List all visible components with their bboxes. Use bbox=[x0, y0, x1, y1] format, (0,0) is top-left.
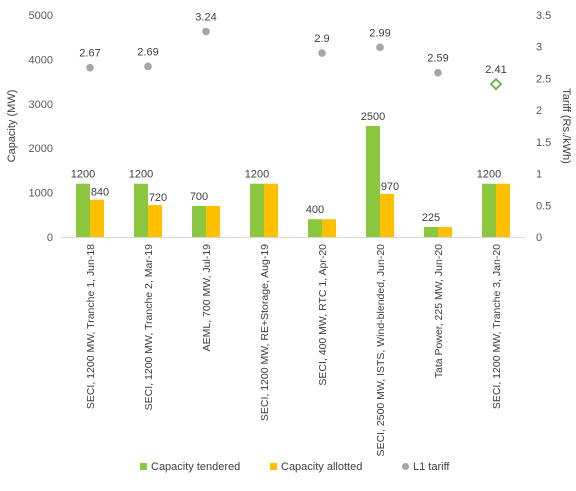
bar-value-label: 1200 bbox=[245, 169, 269, 181]
legend-swatch bbox=[402, 463, 409, 470]
y-tick-label: 3000 bbox=[29, 99, 53, 111]
x-category-label: SECI, 1200 MW, Tranche 2, Mar-19 bbox=[143, 244, 155, 410]
bar-tendered bbox=[482, 183, 496, 237]
y2-tick-label: 3 bbox=[536, 42, 542, 54]
bar-tendered bbox=[366, 126, 380, 237]
bar-allotted bbox=[90, 199, 104, 237]
x-category-label: SECI, 1200 MW, Tranche 1, Jun-18 bbox=[85, 244, 97, 409]
bar-value-label: 840 bbox=[91, 187, 109, 199]
tariff-value-label: 2.59 bbox=[427, 53, 448, 65]
legend-item-capacity-tendered: Capacity tendered bbox=[140, 461, 240, 473]
bar-allotted bbox=[206, 205, 220, 237]
y-axis-ticks: 0 1000 2000 3000 4000 5000 bbox=[29, 10, 53, 244]
bar-value-label: 1200 bbox=[71, 169, 95, 181]
tariff-value-label: 2.67 bbox=[79, 48, 100, 60]
y2-tick-label: 0.5 bbox=[536, 200, 551, 212]
tariff-point bbox=[434, 68, 442, 77]
tariff-value-label: 2.99 bbox=[369, 27, 390, 39]
x-category-label: SECI, 400 MW, RTC 1, Apr-20 bbox=[317, 244, 329, 386]
legend-swatch bbox=[270, 463, 277, 470]
legend-label: Capacity allotted bbox=[281, 461, 362, 473]
bars-layer: 1200 840 1200 720 700 1200 400 2500 970 225 1200 bbox=[71, 111, 510, 237]
y2-tick-label: 1 bbox=[536, 169, 542, 181]
y2-tick-label: 2 bbox=[536, 105, 542, 117]
tariff-point bbox=[376, 43, 384, 52]
y-axis-title: Capacity (MW) bbox=[6, 90, 18, 163]
points-layer: 2.67 2.69 3.24 2.9 2.99 2.59 2.41 bbox=[79, 11, 507, 91]
bar-value-label: 1200 bbox=[477, 169, 501, 181]
bar-tendered bbox=[250, 183, 264, 237]
y-tick-label: 2000 bbox=[29, 143, 53, 155]
x-category-label: SECI, 2500 MW, ISTS, Wind-blended, Jun-2… bbox=[375, 244, 387, 457]
legend-label: Capacity tendered bbox=[151, 461, 240, 473]
tariff-value-label: 2.69 bbox=[137, 46, 158, 58]
bar-value-label: 970 bbox=[381, 181, 399, 193]
y2-axis-ticks: 0 0.5 1 1.5 2 2.5 3 3.5 bbox=[536, 10, 551, 244]
x-category-label: SECI, 1200 MW, Tranche 3, Jan-20 bbox=[491, 244, 503, 409]
bar-allotted bbox=[438, 227, 452, 237]
y2-axis-title: Tariff (Rs./kWh) bbox=[560, 88, 572, 164]
bar-allotted bbox=[322, 219, 336, 237]
bar-value-label: 720 bbox=[149, 192, 167, 204]
bar-tendered bbox=[308, 219, 322, 237]
tariff-point bbox=[144, 62, 152, 71]
tariff-value-label: 3.24 bbox=[195, 11, 216, 23]
tariff-point-highlight bbox=[489, 77, 503, 91]
y2-tick-label: 0 bbox=[536, 232, 542, 244]
tariff-point bbox=[318, 49, 326, 57]
tariff-value-label: 2.9 bbox=[314, 33, 329, 45]
bar-tendered bbox=[424, 227, 438, 237]
bar-value-label: 700 bbox=[190, 191, 208, 203]
tariff-point bbox=[86, 63, 94, 72]
y2-tick-label: 3.5 bbox=[536, 10, 551, 22]
legend-swatch bbox=[140, 463, 147, 470]
bar-tendered bbox=[192, 205, 206, 237]
legend-item-capacity-allotted: Capacity allotted bbox=[270, 461, 362, 473]
tariff-point bbox=[202, 27, 210, 36]
bar-tendered bbox=[134, 183, 148, 237]
bar-value-label: 225 bbox=[422, 212, 440, 224]
tariff-value-label: 2.41 bbox=[485, 64, 506, 76]
bar-allotted bbox=[264, 183, 278, 237]
bar-value-label: 2500 bbox=[361, 111, 385, 123]
y-tick-label: 4000 bbox=[29, 54, 53, 66]
legend-label: L1 tariff bbox=[413, 461, 450, 473]
y-tick-label: 0 bbox=[47, 232, 53, 244]
y2-tick-label: 1.5 bbox=[536, 137, 551, 149]
x-category-label: Tata Power, 225 MW, Jun-20 bbox=[433, 244, 445, 378]
x-axis-labels: SECI, 1200 MW, Tranche 1, Jun-18 SECI, 12… bbox=[85, 244, 503, 457]
y2-tick-label: 2.5 bbox=[536, 73, 551, 85]
y-tick-label: 1000 bbox=[29, 188, 53, 200]
legend: Capacity tendered Capacity allotted L1 tar… bbox=[140, 461, 450, 473]
bar-allotted bbox=[380, 193, 394, 237]
bar-value-label: 1200 bbox=[129, 169, 153, 181]
y-tick-label: 5000 bbox=[29, 10, 53, 22]
bar-allotted bbox=[496, 183, 510, 237]
x-category-label: AEML, 700 MW, Jul-19 bbox=[201, 244, 213, 352]
bar-value-label: 400 bbox=[306, 204, 324, 216]
legend-item-l1-tariff: L1 tariff bbox=[402, 461, 450, 473]
bar-allotted bbox=[148, 205, 162, 237]
x-category-label: SECI, 1200 MW, RE+Storage, Aug-19 bbox=[259, 244, 271, 421]
bar-tendered bbox=[76, 183, 90, 237]
